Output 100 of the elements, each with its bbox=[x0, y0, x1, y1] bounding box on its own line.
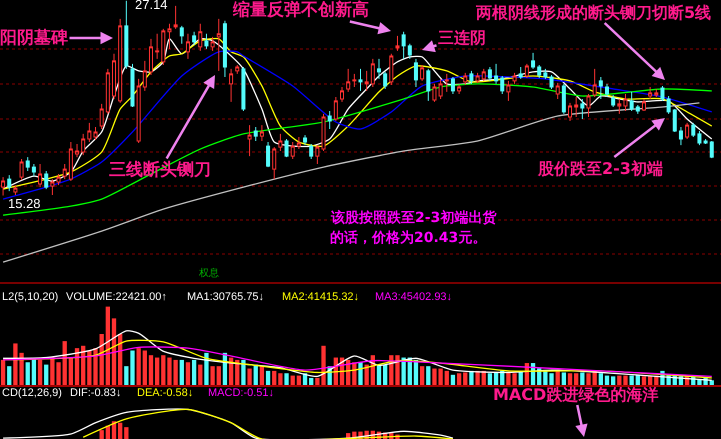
annotation: 27.14 bbox=[135, 0, 168, 12]
candlestick bbox=[167, 23, 172, 50]
candlestick bbox=[68, 141, 73, 182]
text: 15.28 bbox=[8, 196, 41, 211]
candlestick bbox=[623, 94, 628, 112]
text: 该股按照跌至2-3初端出货 bbox=[330, 209, 498, 226]
candlestick bbox=[315, 144, 320, 164]
candlestick bbox=[494, 63, 498, 84]
candlestick bbox=[463, 72, 468, 86]
candlestick bbox=[124, 0, 128, 70]
candlestick bbox=[704, 138, 708, 144]
candlestick bbox=[100, 103, 104, 130]
candlestick bbox=[512, 72, 517, 84]
candlestick bbox=[50, 178, 54, 196]
bar bbox=[7, 366, 12, 385]
text: CD(12,26,9) bbox=[2, 387, 62, 399]
candlestick bbox=[432, 83, 436, 102]
bar bbox=[315, 378, 320, 385]
candlestick bbox=[630, 91, 634, 112]
candlestick bbox=[537, 64, 542, 78]
candlestick bbox=[420, 64, 424, 82]
candlestick bbox=[186, 33, 190, 60]
candlestick bbox=[562, 83, 566, 114]
bar bbox=[506, 372, 511, 385]
candlestick bbox=[13, 184, 18, 196]
candlestick bbox=[254, 126, 258, 142]
candlestick bbox=[370, 58, 375, 88]
candlestick bbox=[328, 110, 332, 130]
candlestick bbox=[161, 28, 166, 66]
candlestick bbox=[482, 68, 486, 82]
bar bbox=[130, 350, 135, 385]
candlestick bbox=[81, 133, 86, 156]
candlestick bbox=[648, 86, 652, 100]
candlestick bbox=[192, 31, 196, 46]
candlestick bbox=[26, 156, 30, 172]
candlestick bbox=[395, 35, 400, 52]
bar bbox=[56, 362, 61, 385]
candlestick bbox=[604, 83, 610, 98]
bar bbox=[0, 360, 6, 385]
candlestick bbox=[32, 163, 36, 177]
bar bbox=[580, 372, 584, 385]
candlestick bbox=[180, 25, 184, 44]
bar bbox=[167, 358, 172, 385]
annotation: MACD跌进绿色的海洋 bbox=[493, 385, 658, 404]
candlestick bbox=[198, 23, 202, 52]
candlestick bbox=[672, 108, 677, 132]
bar bbox=[426, 366, 430, 385]
bar bbox=[512, 373, 517, 385]
annotation: 三连阴 bbox=[438, 28, 486, 47]
candlestick bbox=[642, 98, 646, 112]
text: DEA:-0.58↓ bbox=[137, 387, 194, 399]
candlestick bbox=[488, 66, 492, 82]
text: 权息 bbox=[198, 267, 219, 279]
candlestick bbox=[592, 68, 597, 98]
text: DIF:-0.83↓ bbox=[70, 387, 122, 399]
annotation: 股价跌至2-3初端 bbox=[537, 159, 663, 178]
candlestick bbox=[20, 158, 24, 181]
bar bbox=[556, 370, 560, 385]
candlestick bbox=[617, 98, 622, 114]
bar bbox=[266, 370, 270, 385]
candlestick bbox=[94, 126, 98, 141]
candlestick bbox=[666, 96, 671, 114]
candlestick bbox=[550, 74, 554, 90]
annotation: 缩量反弹不创新高 bbox=[232, 0, 369, 20]
candlestick bbox=[260, 124, 264, 142]
bar bbox=[549, 373, 554, 385]
text: MA2:41415.32↓ bbox=[282, 291, 360, 303]
candlestick bbox=[278, 133, 282, 152]
bar bbox=[450, 374, 456, 385]
candlestick bbox=[155, 33, 160, 60]
candlestick bbox=[322, 113, 326, 152]
candlestick bbox=[506, 80, 510, 102]
candlestick bbox=[38, 163, 42, 188]
candlestick bbox=[241, 66, 246, 112]
bar bbox=[148, 355, 154, 385]
bar bbox=[488, 373, 492, 385]
candlestick bbox=[531, 52, 536, 70]
bar bbox=[611, 376, 616, 385]
bar bbox=[173, 360, 178, 385]
candlestick bbox=[438, 78, 443, 100]
candlestick bbox=[142, 60, 147, 92]
candlestick bbox=[303, 134, 308, 146]
bar bbox=[642, 376, 646, 385]
bar bbox=[309, 378, 314, 385]
candlestick bbox=[518, 66, 523, 80]
bar bbox=[500, 370, 504, 385]
candlestick bbox=[611, 94, 616, 108]
candlestick bbox=[266, 141, 270, 168]
bar bbox=[598, 373, 603, 385]
candlestick bbox=[7, 174, 12, 192]
candlestick bbox=[352, 73, 356, 88]
candlestick bbox=[586, 94, 591, 118]
candlestick bbox=[568, 102, 572, 122]
candlestick bbox=[580, 98, 584, 120]
candlestick bbox=[457, 84, 462, 95]
bar bbox=[118, 334, 122, 385]
candlestick bbox=[444, 73, 449, 92]
candlestick bbox=[636, 104, 640, 114]
candlestick bbox=[44, 170, 48, 190]
text: VOLUME:22421.00↑ bbox=[66, 291, 167, 303]
